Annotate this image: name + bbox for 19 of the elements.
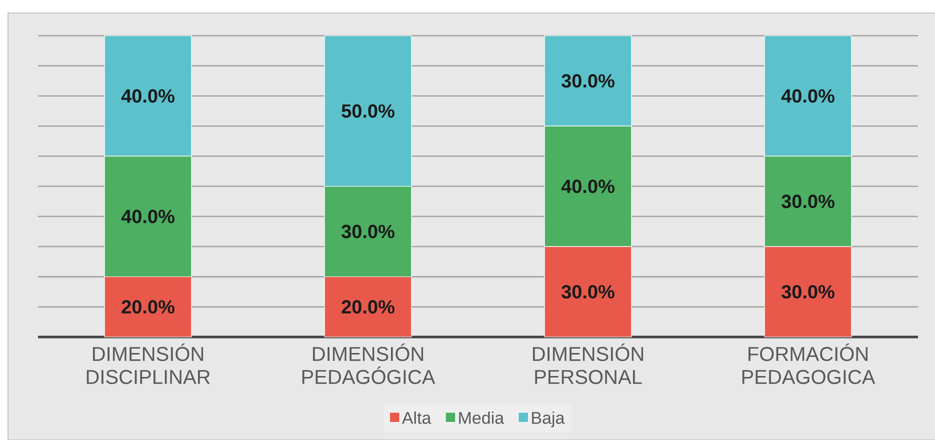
data-label: 40.0%	[121, 210, 174, 224]
x-tick-label: FORMACIÓN PEDAGOGICA	[742, 344, 876, 384]
data-label: 20.0%	[342, 300, 394, 314]
data-label: 40.0%	[781, 89, 834, 103]
x-tick-label: DIMENSIÓN PEDAGÓGICA	[302, 344, 436, 384]
data-label: 30.0%	[782, 194, 834, 208]
data-label: 40.0%	[121, 89, 174, 103]
x-tick-label: DIMENSIÓN PERSONAL	[532, 344, 644, 384]
data-label: 30.0%	[342, 224, 394, 238]
legend-label: Media	[459, 411, 504, 424]
data-label: 30.0%	[782, 285, 834, 299]
data-label: 40.0%	[561, 180, 614, 194]
data-label: 50.0%	[342, 104, 394, 118]
data-label: 30.0%	[562, 285, 614, 299]
x-tick-label: DIMENSIÓN DISCIPLINAR	[86, 344, 210, 384]
legend-label: Baja	[532, 411, 565, 428]
legend-label: Alta	[402, 411, 432, 424]
data-label: 30.0%	[562, 74, 614, 88]
data-label: 20.0%	[122, 300, 174, 314]
